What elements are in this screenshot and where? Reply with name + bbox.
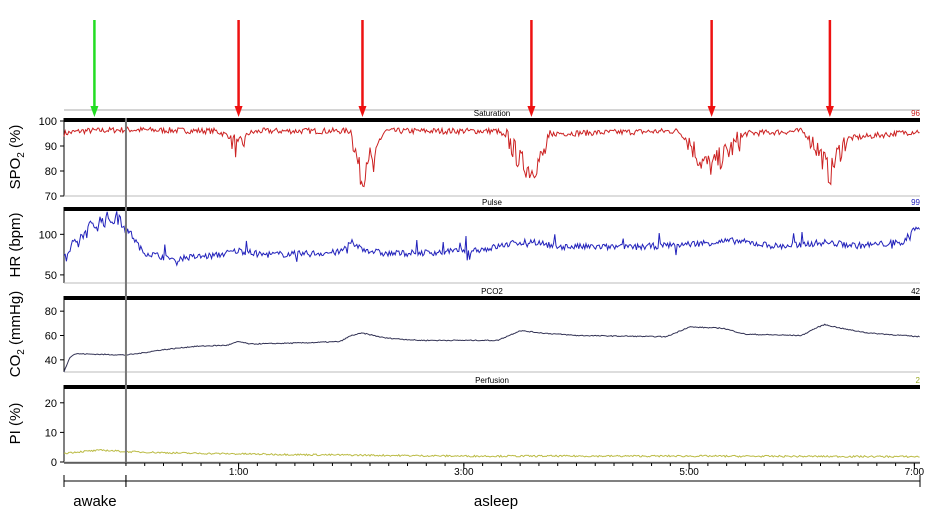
x-tick-label: 3:00	[454, 467, 474, 478]
pco2-panel-title: PCO2	[481, 287, 503, 296]
spo2-ytick-label: 100	[39, 116, 57, 128]
pulse-ytick-label: 50	[45, 270, 57, 282]
event-arrow-head-5	[825, 106, 834, 117]
spo2-panel-title: Saturation	[474, 109, 510, 118]
perfusion-ytick-label: 20	[45, 398, 57, 410]
event-arrow-head-0	[90, 106, 99, 117]
perfusion-series-line	[63, 448, 920, 459]
pulse-y-axis-label: HR (bpm)	[7, 212, 24, 277]
event-arrow-head-3	[527, 106, 536, 117]
spo2-series-line	[63, 126, 920, 188]
spo2-ytick-label: 90	[45, 141, 57, 153]
x-tick-label: 7:00	[905, 467, 925, 478]
pco2-series-line	[63, 323, 920, 373]
perfusion-panel-title: Perfusion	[475, 376, 509, 385]
phase-label-awake: awake	[73, 493, 116, 510]
pco2-current-value: 42	[911, 287, 920, 296]
pulse-ytick-label: 100	[39, 229, 57, 241]
event-arrow-head-2	[358, 106, 367, 117]
spo2-title-bar	[64, 118, 920, 122]
spo2-ytick-label: 70	[45, 191, 57, 203]
pco2-y-axis-label: CO2 (mmHg)	[7, 291, 27, 377]
x-tick-label: 5:00	[679, 467, 699, 478]
spo2-current-value: 96	[911, 109, 920, 118]
pco2-title-bar	[64, 296, 920, 300]
phase-label-asleep: asleep	[474, 493, 518, 510]
event-arrow-head-4	[707, 106, 716, 117]
x-tick-label: 1:00	[229, 467, 249, 478]
pco2-ytick-label: 80	[45, 306, 57, 318]
pulse-panel-title: Pulse	[482, 198, 503, 207]
event-arrow-head-1	[234, 106, 243, 117]
pco2-ytick-label: 60	[45, 331, 57, 343]
perfusion-ytick-label: 10	[45, 427, 57, 439]
spo2-y-axis-label: SPO2 (%)	[7, 125, 27, 190]
pulse-title-bar	[64, 207, 920, 211]
perfusion-y-axis-label: PI (%)	[7, 403, 24, 445]
perfusion-ytick-label: 0	[51, 457, 57, 469]
perfusion-current-value: 2	[916, 376, 921, 385]
pulse-series-line	[63, 211, 920, 267]
pco2-ytick-label: 40	[45, 355, 57, 367]
spo2-ytick-label: 80	[45, 166, 57, 178]
pulse-current-value: 99	[911, 198, 920, 207]
perfusion-title-bar	[64, 385, 920, 389]
